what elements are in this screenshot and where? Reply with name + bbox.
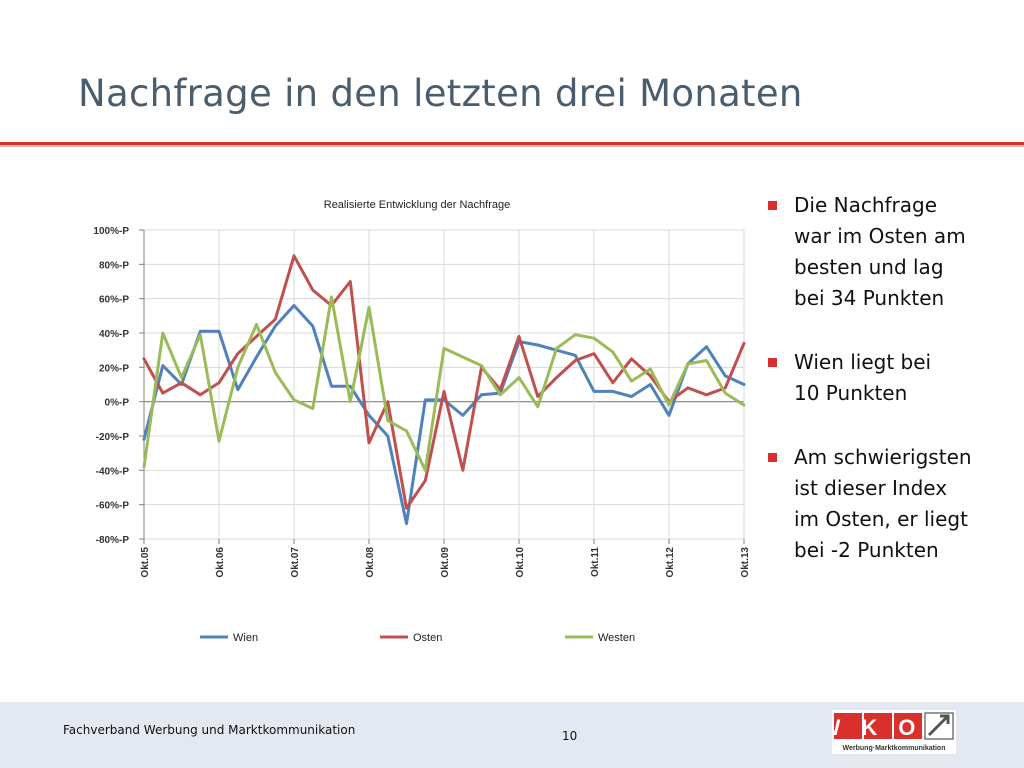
x-tick-label: Okt.11: [590, 547, 601, 577]
y-tick-label: -20%-P: [96, 432, 130, 443]
logo-lettering: WKO: [832, 715, 936, 740]
y-tick-label: -60%-P: [96, 501, 130, 512]
y-tick-label: 60%-P: [99, 295, 129, 306]
y-tick-label: -80%-P: [96, 535, 130, 546]
y-tick-label: 100%-P: [93, 226, 129, 237]
legend-label-osten: Osten: [413, 632, 442, 644]
bullet-item-2: Wien liegt bei 10 Punkten: [768, 347, 1018, 409]
page-number: 10: [562, 729, 578, 743]
bullet-marker: [768, 358, 777, 367]
bullet-text: Am schwierigsten ist dieser Index im Ost…: [794, 445, 972, 562]
x-tick-label: Okt.09: [440, 547, 451, 578]
x-tick-label: Okt.07: [290, 547, 301, 578]
bullet-marker: [768, 201, 777, 210]
y-tick-label: -40%-P: [96, 466, 130, 477]
chart-axes: [139, 229, 745, 544]
wko-logo: WKO Werbung·Marktkommunikation: [832, 710, 956, 754]
logo-subtitle: Werbung·Marktkommunikation: [843, 745, 946, 752]
bullet-marker: [768, 453, 777, 462]
y-tick-label: 80%-P: [99, 260, 129, 271]
series-line-westen: [142, 295, 746, 472]
x-tick-label: Okt.05: [140, 547, 151, 578]
footer-bar: Fachverband Werbung und Marktkommunikati…: [0, 702, 1024, 768]
y-axis-tick-labels: 100%-P 80%-P 60%-P 40%-P 20%-P 0%-P -20%-P -40%…: [93, 226, 129, 546]
bullet-text: Die Nachfrage war im Osten am besten und…: [794, 193, 966, 310]
chart-series: [142, 254, 746, 526]
x-tick-label: Okt.08: [365, 547, 376, 578]
y-tick-label: 20%-P: [99, 363, 129, 374]
footer-organization: Fachverband Werbung und Marktkommunikati…: [63, 723, 356, 737]
x-axis-tick-labels: Okt.05 Okt.06 Okt.07 Okt.08 Okt.09 Okt.10 Okt.…: [140, 547, 751, 578]
y-tick-label: 40%-P: [99, 329, 129, 340]
x-tick-label: Okt.06: [215, 547, 226, 578]
x-tick-label: Okt.10: [515, 547, 526, 578]
chart-legend: Wien Osten Westen: [200, 632, 635, 644]
slide-title: Nachfrage in den letzten drei Monaten: [78, 72, 803, 115]
bullet-item-1: Die Nachfrage war im Osten am besten und…: [768, 190, 1018, 314]
bullet-text: Wien liegt bei 10 Punkten: [794, 350, 932, 405]
title-divider: [0, 142, 1024, 145]
bullet-list: Die Nachfrage war im Osten am besten und…: [768, 190, 1018, 599]
legend-label-westen: Westen: [598, 632, 635, 644]
x-tick-label: Okt.12: [665, 547, 676, 578]
series-line-osten: [142, 254, 746, 510]
bullet-item-3: Am schwierigsten ist dieser Index im Ost…: [768, 442, 1018, 566]
chart-title: Realisierte Entwicklung der Nachfrage: [324, 199, 510, 211]
title-divider-shadow: [0, 145, 1024, 147]
legend-label-wien: Wien: [233, 632, 258, 644]
x-tick-label: Okt.13: [740, 547, 751, 578]
demand-line-chart: Realisierte Entwicklung der Nachfrage 10…: [93, 199, 751, 644]
y-tick-label: 0%-P: [105, 398, 130, 409]
series-line-wien: [142, 304, 746, 526]
